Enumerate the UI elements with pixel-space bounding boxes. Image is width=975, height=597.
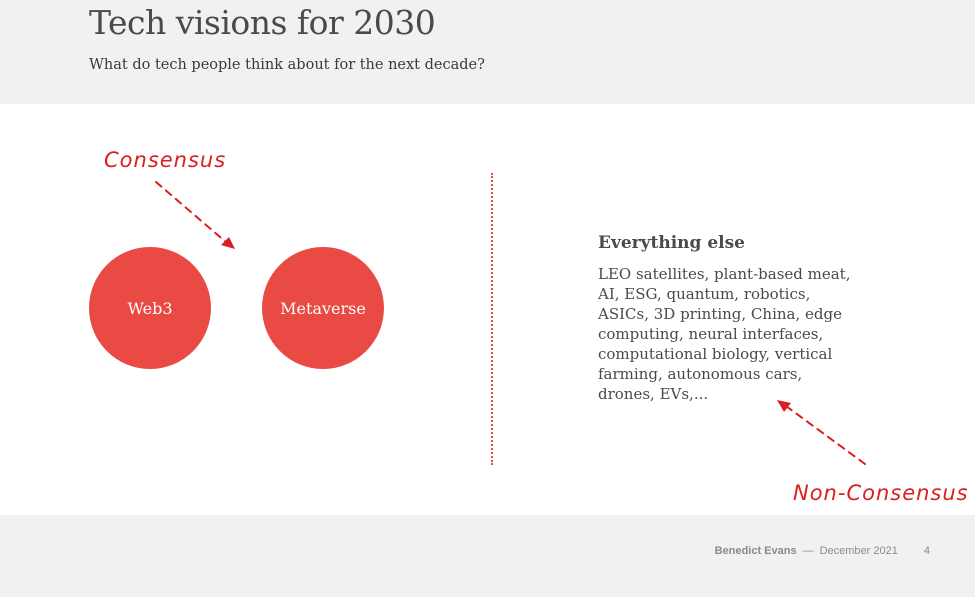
slide-footer: Benedict Evans — December 2021 4	[0, 515, 975, 597]
footer-author: Benedict Evans	[714, 545, 797, 557]
consensus-arrow	[155, 181, 235, 249]
everything-else-heading: Everything else	[598, 233, 745, 253]
slide-header: Tech visions for 2030 What do tech peopl…	[0, 0, 975, 104]
footer-date: December 2021	[819, 545, 898, 557]
metaverse-circle: Metaverse	[262, 247, 384, 369]
dotted-divider	[491, 173, 493, 465]
footer-separator: —	[802, 545, 814, 557]
web3-label: Web3	[127, 298, 173, 318]
non-consensus-arrow	[777, 400, 866, 465]
metaverse-label: Metaverse	[280, 298, 366, 318]
footer-credit: Benedict Evans — December 2021 4	[715, 545, 930, 557]
web3-circle: Web3	[89, 247, 211, 369]
page-number: 4	[923, 545, 930, 557]
non-consensus-annotation: Non-Consensus	[793, 481, 969, 505]
consensus-annotation: Consensus	[104, 148, 227, 172]
slide-title: Tech visions for 2030	[89, 3, 436, 42]
everything-else-list: LEO satellites, plant-based meat, AI, ES…	[598, 265, 851, 403]
slide-subtitle: What do tech people think about for the …	[89, 57, 485, 73]
